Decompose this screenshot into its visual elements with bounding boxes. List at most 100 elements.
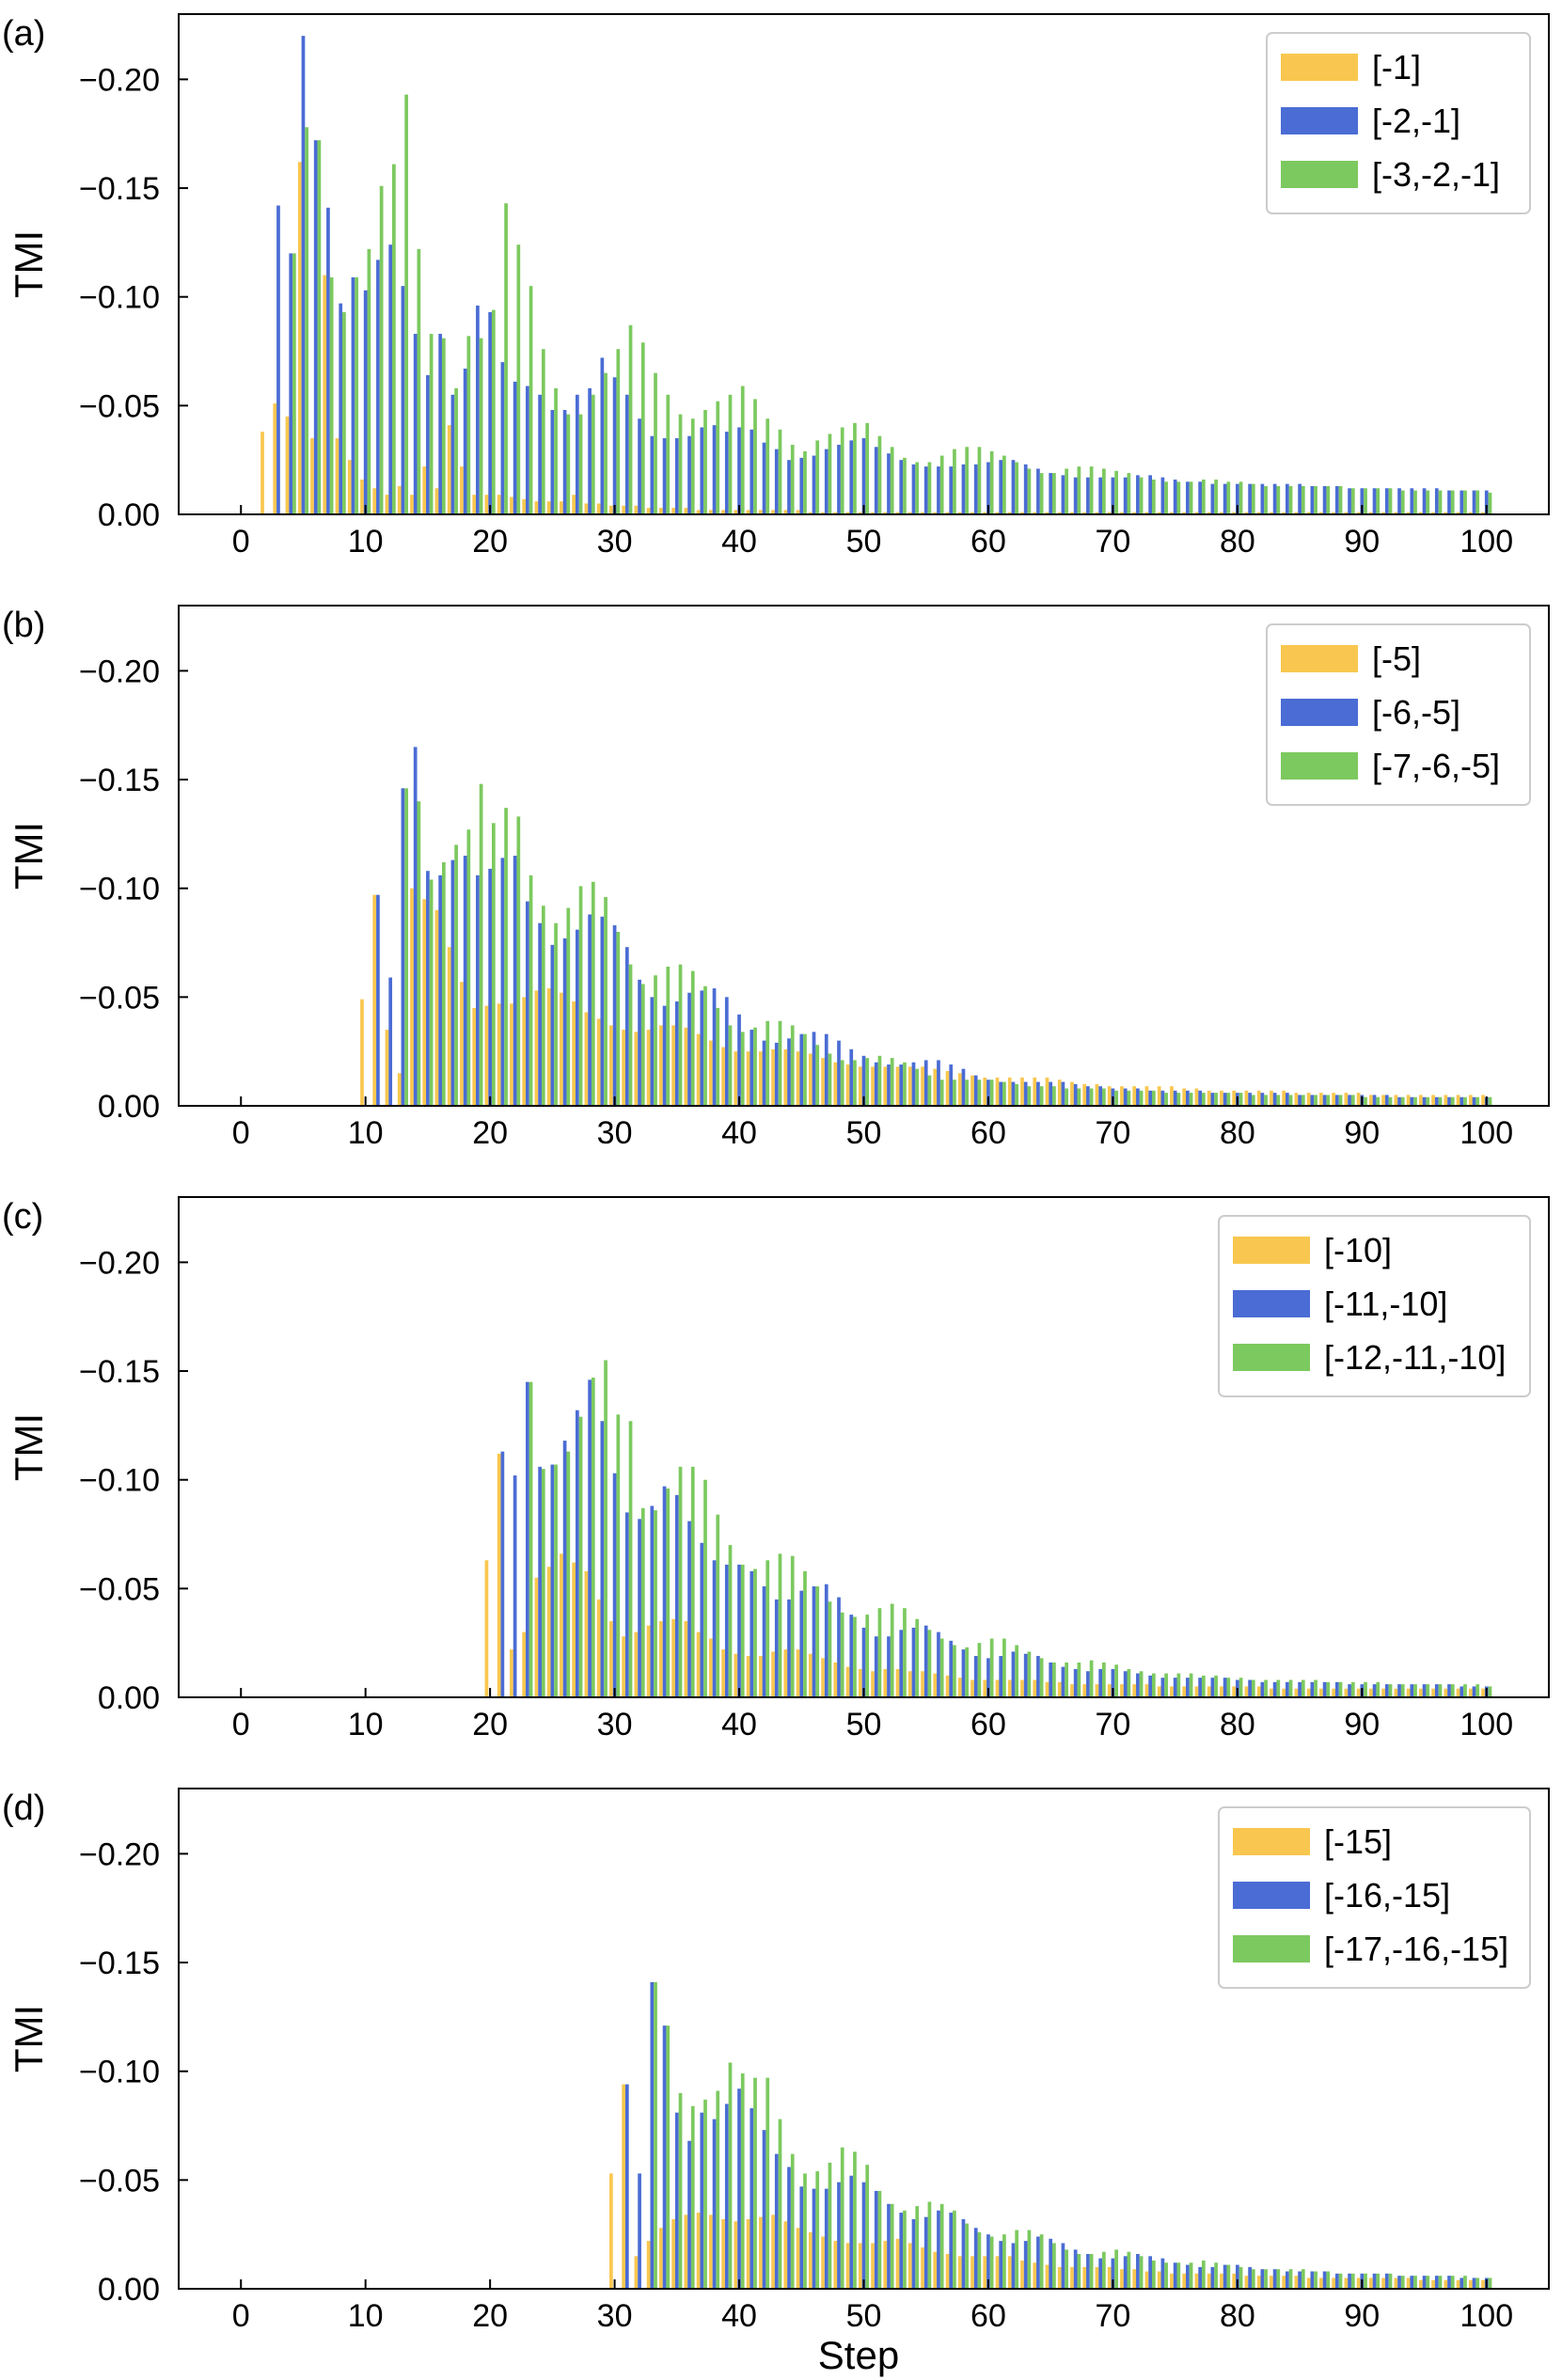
bar <box>1248 1093 1252 1106</box>
legend-label: [-11,-10] <box>1324 1285 1447 1323</box>
bar <box>1356 1688 1361 1697</box>
bar <box>640 1507 645 1697</box>
bar <box>367 248 371 514</box>
bar <box>1057 512 1062 514</box>
bar <box>600 1421 605 1697</box>
bar <box>1023 464 1028 514</box>
bar <box>765 2077 770 2289</box>
bar <box>372 894 377 1106</box>
bar <box>749 429 754 514</box>
bar <box>654 1510 657 1697</box>
bar <box>1459 2278 1464 2289</box>
bar <box>526 1381 529 1697</box>
bar <box>716 1007 720 1106</box>
bar <box>1045 1681 1049 1697</box>
bar <box>1434 488 1439 514</box>
bar <box>534 990 539 1106</box>
bar <box>970 1075 974 1106</box>
bar <box>923 466 928 514</box>
x-tick-label: 90 <box>1344 524 1380 560</box>
bar <box>510 496 513 514</box>
bar <box>659 508 663 514</box>
bar <box>1007 1077 1012 1106</box>
bar <box>622 1030 625 1106</box>
bar <box>1400 1096 1405 1106</box>
bar <box>1394 512 1398 514</box>
bar <box>728 2062 733 2289</box>
bar <box>1332 1093 1335 1106</box>
bar <box>937 1631 940 1697</box>
bar <box>1344 512 1349 514</box>
bar <box>911 2218 916 2289</box>
bar <box>696 2213 701 2289</box>
bar <box>335 438 339 514</box>
bar <box>724 2104 729 2289</box>
bar <box>865 1058 870 1106</box>
bar <box>749 1570 754 1697</box>
bar <box>1139 1671 1144 1697</box>
bar <box>815 1586 820 1697</box>
bar <box>1186 481 1190 514</box>
bar <box>724 997 729 1106</box>
bar <box>821 2236 825 2289</box>
bar <box>504 808 508 1106</box>
bar <box>734 1653 738 1697</box>
bar <box>1226 1678 1231 1697</box>
bar <box>1073 2249 1078 2289</box>
bar <box>1288 2269 1293 2289</box>
x-tick-label: 10 <box>348 1115 384 1151</box>
y-tick-label: −0.20 <box>79 654 160 689</box>
bar <box>690 970 695 1106</box>
bar <box>1484 490 1489 514</box>
bar <box>1376 1681 1381 1697</box>
legend-swatch <box>1233 1935 1310 1962</box>
bar <box>662 438 667 514</box>
bar <box>815 440 820 514</box>
bar <box>1264 485 1268 514</box>
bar <box>1220 512 1223 514</box>
bar <box>1027 468 1032 514</box>
bar <box>1475 1684 1480 1697</box>
bar <box>1322 1095 1327 1106</box>
bar <box>1077 1662 1081 1697</box>
bar <box>887 1064 891 1106</box>
bar <box>1468 2279 1473 2289</box>
bar <box>1388 488 1393 514</box>
x-tick-label: 100 <box>1459 1115 1513 1151</box>
bar <box>957 1073 962 1106</box>
bar <box>1223 483 1227 514</box>
bar <box>999 1656 1003 1697</box>
bar <box>1356 2278 1361 2289</box>
bar <box>392 164 396 514</box>
bar <box>596 1018 601 1106</box>
bar <box>1475 2278 1480 2289</box>
bar <box>799 2186 804 2289</box>
bar <box>1057 1681 1062 1697</box>
x-tick-label: 90 <box>1344 1115 1380 1151</box>
bar <box>413 334 418 514</box>
bar <box>953 449 956 514</box>
bar <box>1376 2273 1381 2289</box>
bar <box>1270 512 1273 514</box>
bar <box>803 1570 807 1697</box>
bar <box>1413 1096 1417 1106</box>
series-2-1 <box>276 36 1489 515</box>
bar <box>1450 490 1455 514</box>
bar <box>1144 2271 1149 2289</box>
bar <box>903 1062 907 1106</box>
bar <box>983 1679 987 1697</box>
bar <box>1144 512 1149 514</box>
bar <box>417 248 421 514</box>
bar <box>1189 1093 1193 1106</box>
bar <box>612 377 617 514</box>
y-axis-label: TMI <box>7 822 51 890</box>
bar <box>1369 1688 1373 1697</box>
bar <box>538 1466 542 1697</box>
bar <box>949 1640 954 1697</box>
bar <box>1095 1083 1099 1106</box>
bar <box>476 875 480 1106</box>
bar <box>1426 1096 1430 1106</box>
bar <box>355 276 358 514</box>
bar <box>1136 475 1140 514</box>
bar <box>454 387 458 514</box>
